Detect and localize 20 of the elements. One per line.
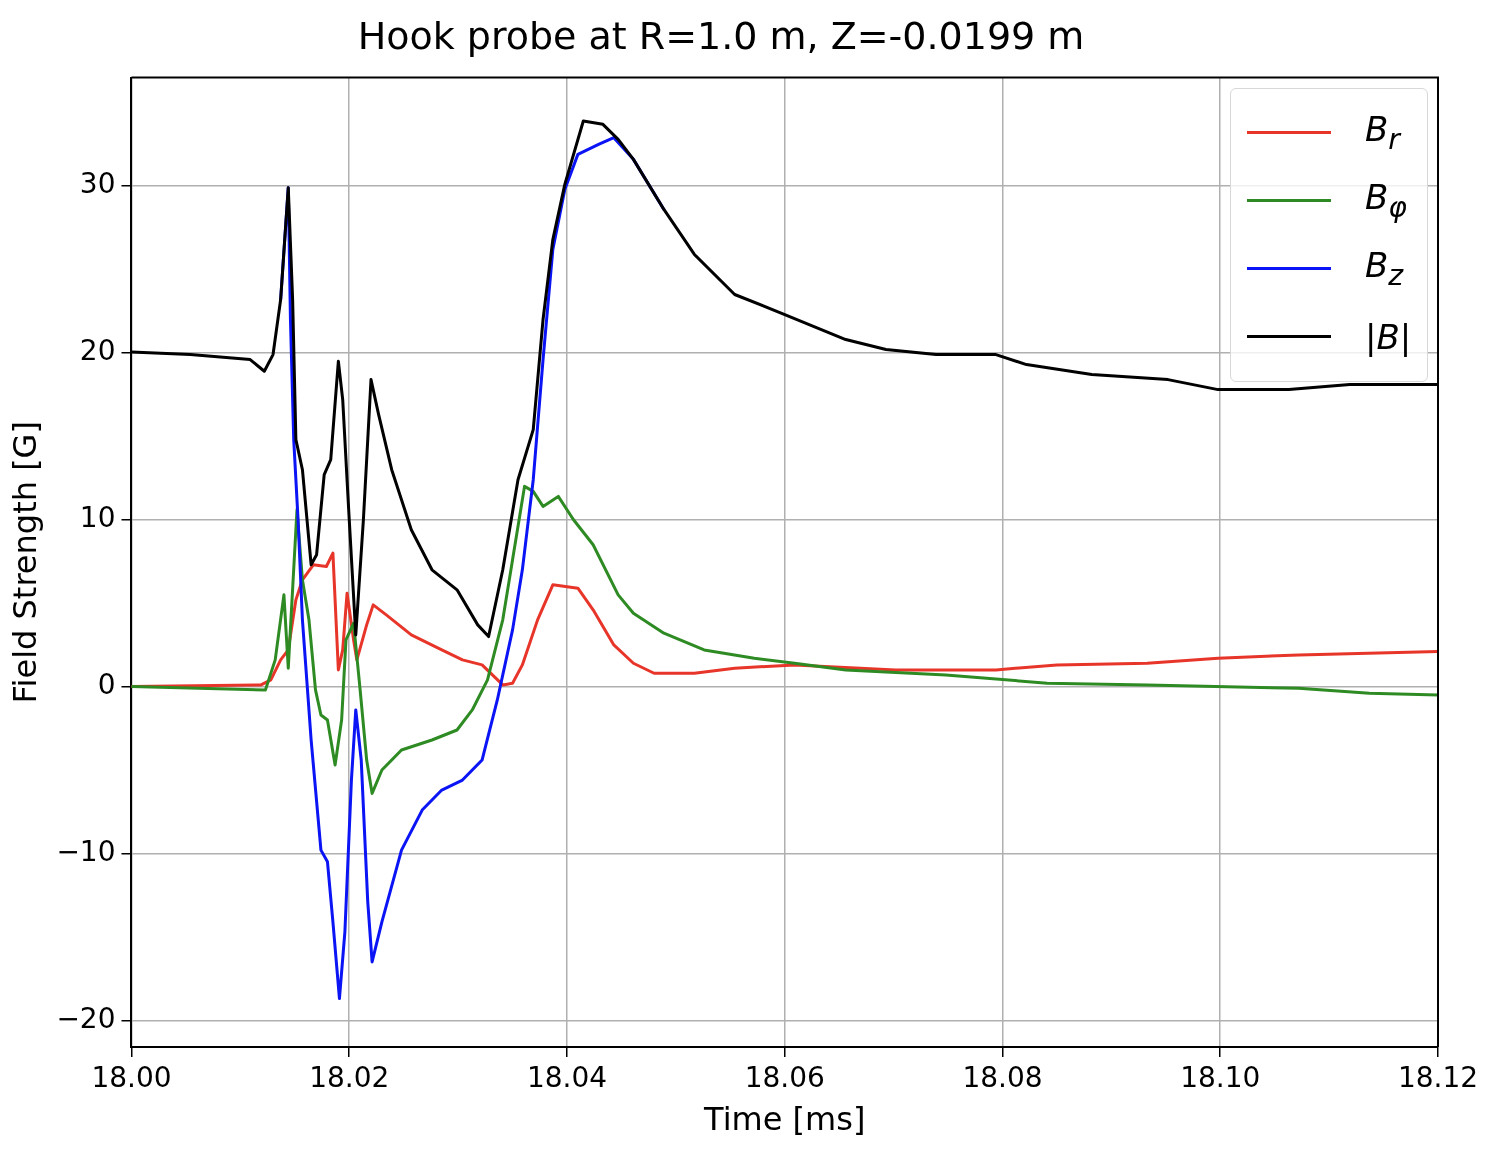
x-tick-label: 18.10 bbox=[1180, 1061, 1261, 1095]
legend-label: |B| bbox=[1365, 316, 1412, 357]
y-axis-title: Field Strength [G] bbox=[5, 421, 44, 704]
x-tick-label: 18.02 bbox=[309, 1061, 390, 1095]
x-tick-label: 18.04 bbox=[526, 1061, 608, 1095]
y-tick-label: −20 bbox=[56, 1001, 116, 1035]
y-tick-label: 10 bbox=[79, 501, 116, 535]
y-tick-label: 0 bbox=[97, 667, 116, 701]
x-tick-label: 18.12 bbox=[1397, 1061, 1479, 1095]
x-axis-title: Time [ms] bbox=[703, 1100, 866, 1139]
legend-label: B$_{z}$ bbox=[1365, 245, 1404, 292]
legend-label: B$_{φ}$ bbox=[1365, 177, 1408, 224]
y-tick-label: 30 bbox=[79, 167, 116, 201]
y-tick-label: 20 bbox=[79, 334, 116, 368]
y-tick-label: −10 bbox=[56, 834, 116, 868]
legend-label: B$_{r}$ bbox=[1365, 109, 1400, 156]
chart-title: Hook probe at R=1.0 m, Z=-0.0199 m bbox=[357, 13, 1085, 58]
x-tick-label: 18.08 bbox=[962, 1061, 1043, 1095]
x-tick-label: 18.06 bbox=[744, 1061, 825, 1095]
x-tick-label: 18.00 bbox=[91, 1061, 172, 1095]
